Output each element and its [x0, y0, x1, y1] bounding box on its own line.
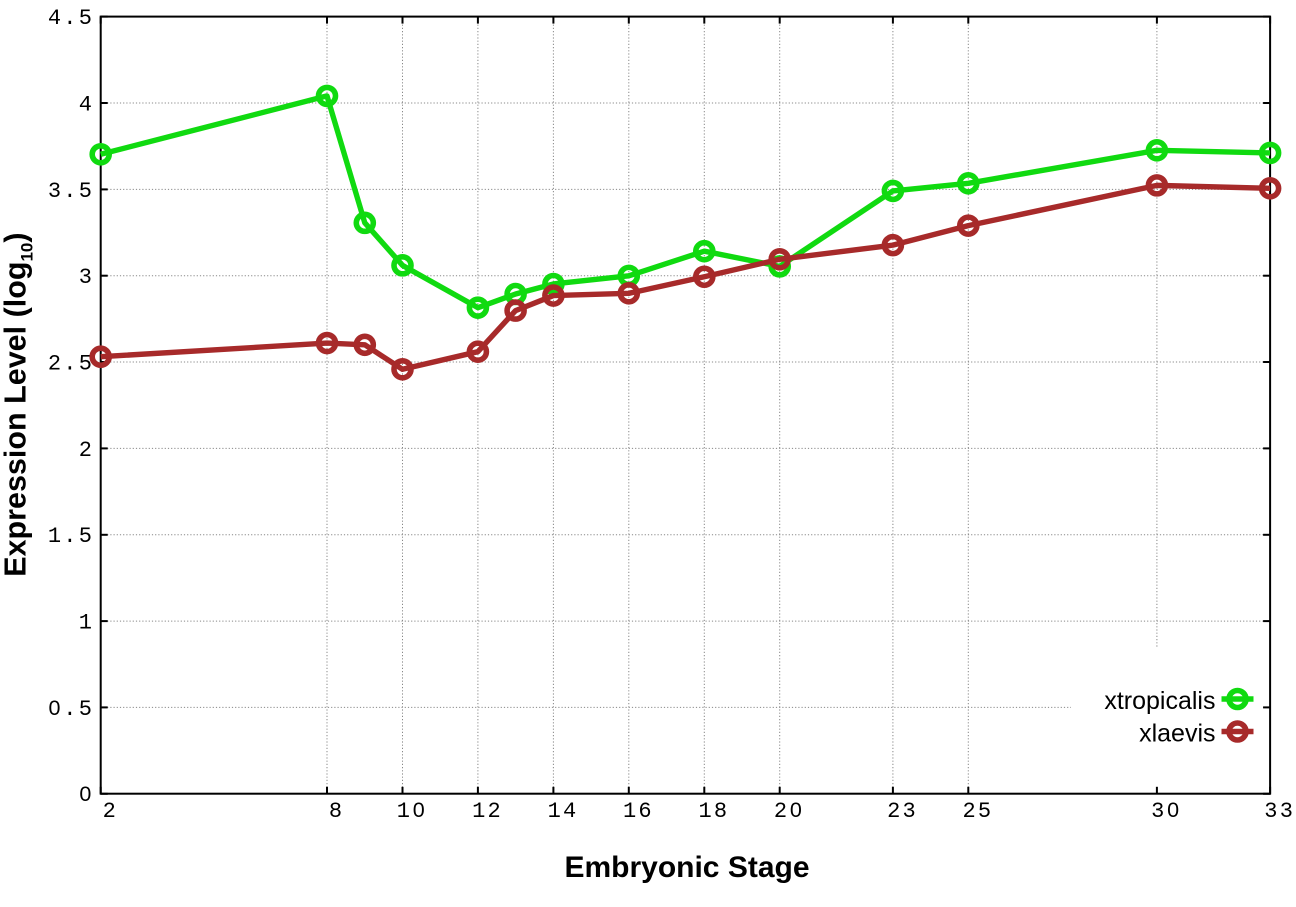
svg-text:1: 1 [79, 611, 92, 636]
svg-text:xtropicalis: xtropicalis [1104, 687, 1215, 715]
svg-text:2: 2 [962, 799, 975, 824]
svg-text:2: 2 [48, 351, 61, 376]
svg-text:2: 2 [887, 799, 900, 824]
svg-text:4: 4 [79, 92, 92, 117]
svg-text:5: 5 [79, 524, 92, 549]
svg-text:Embryonic Stage: Embryonic Stage [564, 851, 809, 884]
svg-text:0: 0 [790, 798, 802, 822]
svg-text:.: . [63, 6, 76, 31]
svg-text:.: . [63, 351, 76, 376]
svg-text:5: 5 [978, 799, 991, 824]
svg-text:.: . [63, 179, 76, 204]
svg-text:8: 8 [714, 799, 727, 824]
svg-text:3: 3 [1264, 799, 1277, 824]
svg-text:1: 1 [48, 524, 61, 549]
svg-text:6: 6 [638, 799, 651, 824]
svg-text:5: 5 [79, 6, 92, 31]
svg-text:1: 1 [472, 799, 485, 824]
svg-text:4: 4 [48, 6, 61, 31]
svg-text:3: 3 [79, 265, 92, 290]
svg-text:0: 0 [1167, 798, 1179, 822]
svg-text:2: 2 [103, 799, 116, 824]
svg-text:3: 3 [1151, 799, 1164, 824]
svg-text:8: 8 [329, 799, 342, 824]
svg-text:0: 0 [79, 782, 91, 806]
svg-text:0: 0 [49, 696, 61, 720]
svg-text:0: 0 [413, 798, 425, 822]
svg-text:.: . [63, 524, 76, 549]
svg-text:1: 1 [548, 799, 561, 824]
svg-text:5: 5 [79, 697, 92, 722]
svg-text:3: 3 [902, 799, 915, 824]
svg-text:5: 5 [79, 179, 92, 204]
svg-text:xlaevis: xlaevis [1139, 720, 1215, 748]
svg-text:2: 2 [79, 438, 92, 463]
svg-text:.: . [63, 697, 76, 722]
svg-text:3: 3 [1280, 799, 1293, 824]
svg-text:3: 3 [48, 179, 61, 204]
svg-text:4: 4 [563, 799, 576, 824]
svg-text:1: 1 [397, 799, 410, 824]
svg-text:2: 2 [487, 799, 500, 824]
svg-text:1: 1 [623, 799, 636, 824]
svg-text:5: 5 [79, 351, 92, 376]
svg-text:2: 2 [774, 799, 787, 824]
svg-text:1: 1 [698, 799, 711, 824]
svg-text:Expression Level (log10): Expression Level (log10) [0, 232, 37, 576]
